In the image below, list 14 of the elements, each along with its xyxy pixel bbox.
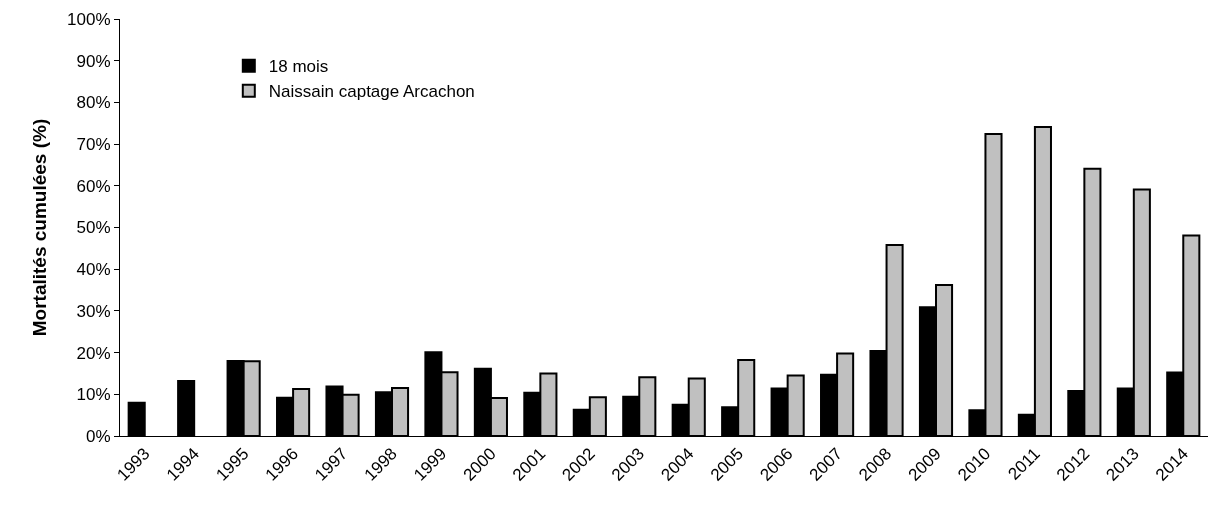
y-tick-label: 100%	[67, 9, 111, 29]
y-tick-label: 10%	[76, 385, 111, 405]
y-tick-label: 90%	[76, 51, 111, 71]
y-tick-label: 0%	[86, 426, 111, 446]
y-tick-label: 40%	[76, 260, 111, 280]
y-tick-label: 50%	[76, 218, 111, 238]
y-tick-label: 70%	[76, 135, 111, 155]
y-axis-title: Mortalités cumulées (%)	[28, 118, 50, 337]
y-tick-label: 60%	[76, 176, 111, 196]
legend-label: Naissain captage Arcachon	[268, 82, 475, 102]
y-tick-label: 30%	[76, 301, 111, 321]
legend-label: 18 mois	[268, 57, 329, 77]
y-tick-label: 20%	[76, 343, 111, 363]
y-tick-label: 80%	[76, 93, 111, 113]
